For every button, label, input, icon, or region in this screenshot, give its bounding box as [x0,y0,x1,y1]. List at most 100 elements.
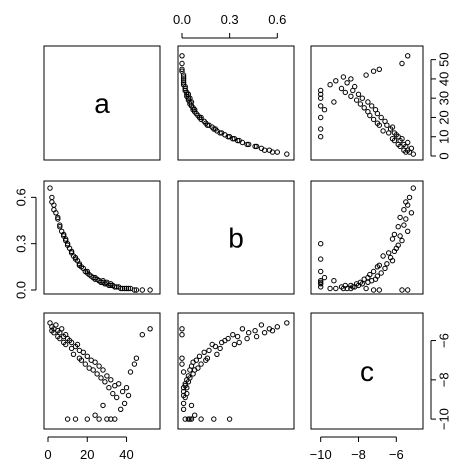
point-a-b [108,281,114,287]
point-a-b [55,214,61,221]
axes-layer: 0 20 40 0.0 0.3 0.6 −10 −8 −6 0.0 0.3 0.6 0 10 20 30 40 5… [13,12,451,462]
panel-r2-c2: c [310,312,424,430]
point-c-b [389,258,396,264]
point-b-c [231,341,238,348]
point-b-a [253,143,260,150]
point-b-a [231,136,238,142]
point-b-c [258,322,265,328]
x-axis-bottom-c: −10 −8 −6 [310,436,404,462]
point-c-a [399,60,405,67]
point-b-a [179,60,185,67]
point-c-a [355,91,362,98]
point-b-c [185,379,192,385]
point-a-c [108,377,114,383]
point-c-b [363,285,369,292]
point-a-b [139,287,146,293]
point-a-c [104,373,110,379]
point-c-b [408,210,415,216]
point-a-c [59,326,65,332]
tick-label: −6 [389,447,404,462]
tick-label: 40 [436,72,451,86]
point-a-c [98,375,104,381]
point-b-c [226,416,233,422]
panel-frame [43,45,161,161]
tick-label: −10 [436,408,451,430]
point-a-c [96,416,102,422]
point-a-b [92,274,98,281]
point-a-b [49,199,55,205]
x-axis-bottom-a: 0 20 40 [44,436,134,462]
point-b-c [179,361,185,367]
point-b-a [180,74,187,80]
point-b-c [234,333,241,340]
point-c-a [391,137,398,144]
point-a-b [100,278,106,284]
point-b-a [261,147,268,153]
point-b-a [274,149,280,155]
point-b-a [284,151,290,157]
point-b-c [261,330,268,336]
point-a-c [127,369,134,375]
tick-label: 0.0 [173,12,191,27]
tick-label: 0.3 [13,235,28,253]
panel-frame [310,45,424,161]
point-b-a [211,126,217,132]
panel-r0-c1 [177,45,295,161]
point-c-b [401,222,407,228]
point-a-c [86,365,92,371]
point-b-a [180,78,187,84]
point-a-c [94,371,100,377]
point-b-c [182,416,188,422]
point-c-a [333,78,339,84]
point-b-c [239,326,246,332]
point-a-c [53,322,59,328]
point-b-a [185,91,192,98]
point-b-c [274,324,280,330]
point-c-a [378,114,384,121]
point-c-b [386,250,392,256]
point-c-b [391,231,398,238]
point-b-c [269,328,276,334]
point-c-a [367,112,373,119]
tick-label: 20 [436,110,451,124]
point-a-b [61,231,67,238]
point-c-a [391,130,398,136]
point-a-b [47,185,53,191]
point-b-a [180,82,187,88]
variable-label-c: c [360,356,374,387]
point-a-b [57,222,63,228]
point-c-b [370,287,377,293]
point-c-a [357,101,364,107]
tick-label: −6 [436,333,451,348]
point-a-b [125,285,132,292]
point-c-a [318,103,324,109]
point-c-a [359,95,365,101]
point-c-b [327,285,333,292]
point-c-b [376,287,382,293]
tick-label: −8 [351,447,366,462]
point-b-a [180,76,187,82]
point-b-a [269,149,276,155]
point-a-c [119,388,126,395]
point-b-c [188,416,195,422]
point-c-a [363,72,369,78]
point-c-a [348,93,354,100]
point-a-c [116,381,122,387]
point-c-b [367,271,373,278]
tick-label: −8 [436,372,451,387]
point-a-b [49,194,55,201]
point-c-b [318,268,324,275]
point-c-a [374,120,381,126]
panels-layer: a b c [43,45,424,430]
point-c-a [318,87,324,94]
point-a-c [139,332,146,338]
point-c-a [318,91,324,98]
panel-frame [177,180,295,295]
point-a-c [100,367,106,373]
point-c-a [327,82,333,88]
point-b-c [198,361,204,367]
tick-label: 20 [80,447,94,462]
point-a-c [121,400,128,407]
point-c-a [338,85,345,92]
point-a-c [114,394,120,401]
